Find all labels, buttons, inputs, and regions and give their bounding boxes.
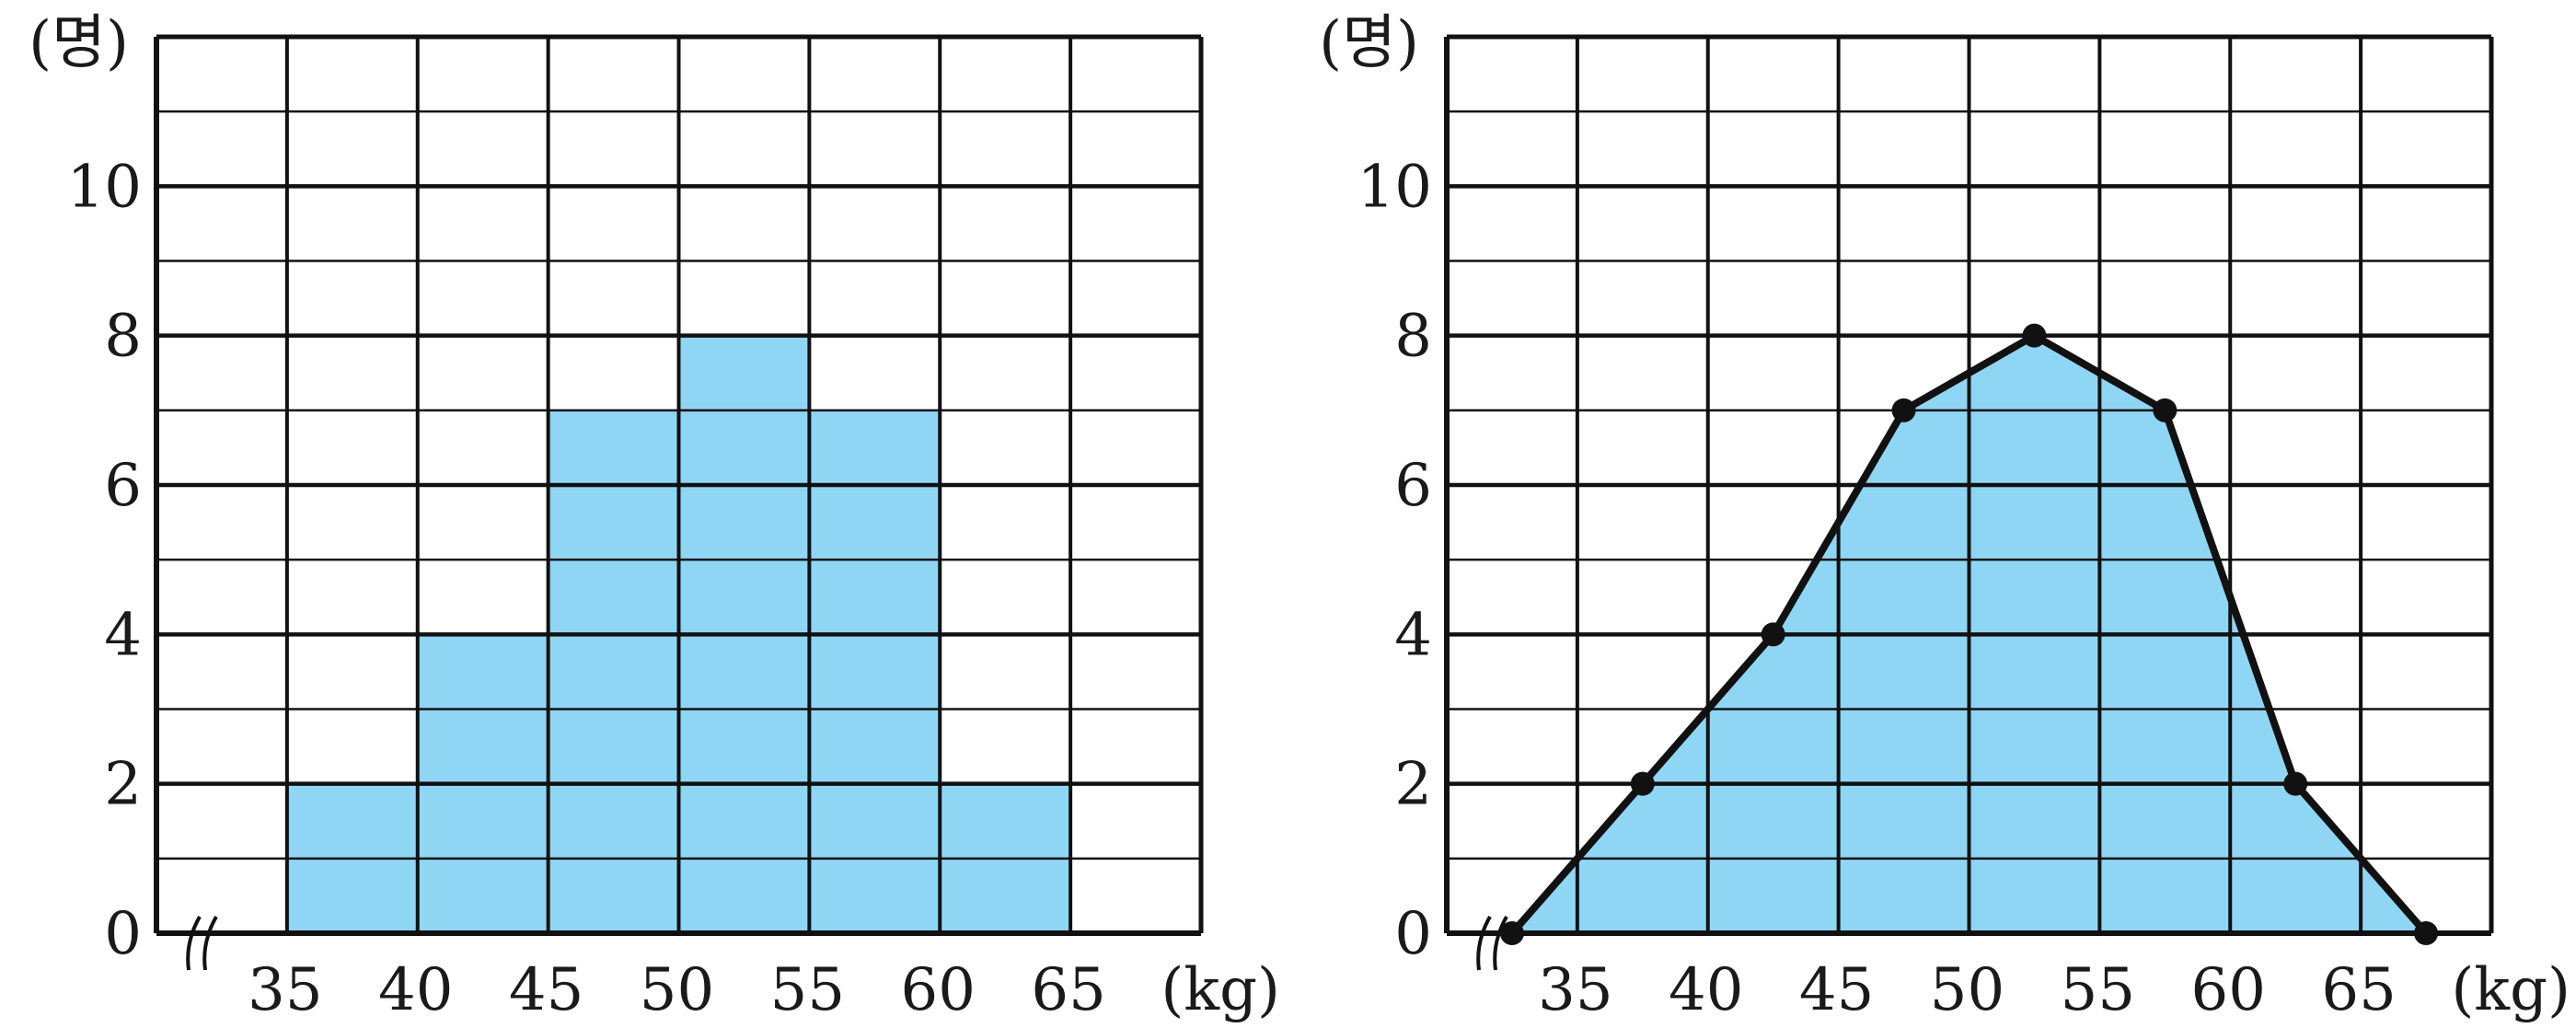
histogram-bar (548, 410, 679, 933)
x-tick-label: 65 (1031, 956, 1105, 1024)
x-tick-label: 35 (1538, 956, 1612, 1024)
y-tick-label: 6 (1394, 452, 1432, 520)
y-axis-unit: (명) (1319, 9, 1419, 77)
x-tick-label: 40 (378, 956, 453, 1024)
x-axis-unit: (kg) (2451, 956, 2570, 1024)
y-tick-label: 2 (104, 751, 142, 819)
x-tick-label: 60 (2191, 956, 2266, 1024)
y-tick-label: 8 (104, 303, 142, 371)
x-tick-label: 50 (1930, 956, 2004, 1024)
y-tick-label: 0 (104, 900, 142, 968)
x-tick-label: 50 (640, 956, 714, 1024)
data-point (1499, 921, 1524, 945)
data-point (1761, 622, 1785, 647)
y-tick-label: 10 (1357, 153, 1432, 221)
data-point (1891, 398, 1916, 422)
data-point (2414, 921, 2439, 945)
axis-break-mark (202, 916, 218, 971)
x-tick-label: 55 (770, 956, 845, 1024)
y-tick-label: 8 (1394, 303, 1432, 371)
frequency-polygon-panel: 0 2 4 6 8 10 35 40 45 50 55 60 65 (명) (kg) (1319, 9, 2570, 1024)
y-axis-unit: (명) (29, 9, 129, 77)
x-tick-label: 45 (509, 956, 583, 1024)
y-tick-label: 10 (67, 153, 142, 221)
y-tick-label: 0 (1394, 900, 1432, 968)
y-tick-label: 4 (1394, 601, 1432, 669)
x-tick-label: 35 (248, 956, 322, 1024)
axis-break-mark (1476, 916, 1492, 971)
x-axis-unit: (kg) (1161, 956, 1280, 1024)
y-tick-label: 6 (104, 452, 142, 520)
data-point (2153, 398, 2177, 422)
data-point (2283, 771, 2308, 796)
axis-break-mark (1493, 916, 1508, 971)
x-tick-label: 40 (1669, 956, 1743, 1024)
x-tick-label: 55 (2061, 956, 2135, 1024)
x-tick-label: 45 (1799, 956, 1874, 1024)
x-tick-label: 60 (901, 956, 976, 1024)
histogram-bar (809, 410, 941, 933)
y-tick-label: 2 (1394, 751, 1432, 819)
axis-break-mark (186, 916, 202, 971)
x-tick-label: 65 (2321, 956, 2396, 1024)
polygon-line (1508, 331, 2430, 936)
histogram-panel: 0 2 4 6 8 10 35 40 45 50 55 60 65 (명) (kg) (29, 9, 1280, 1024)
data-point (1630, 771, 1655, 796)
data-point (2022, 323, 2047, 348)
y-tick-label: 4 (104, 601, 142, 669)
